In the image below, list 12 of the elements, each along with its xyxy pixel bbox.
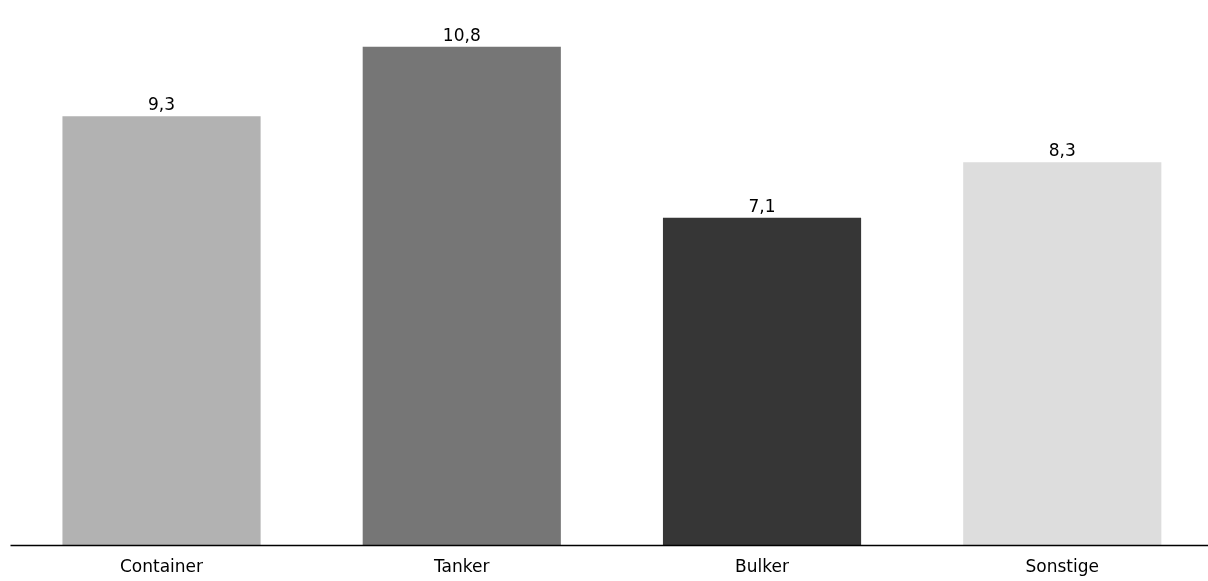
data-label: 8,3: [1048, 140, 1076, 161]
bar: [662, 217, 862, 546]
x-tick-label: Tanker: [433, 555, 490, 576]
data-label: 9,3: [148, 94, 176, 115]
bar: [362, 46, 561, 546]
bar: [963, 162, 1162, 546]
x-tick-label: Sonstige: [1025, 555, 1100, 576]
x-tick-label: Bulker: [735, 555, 789, 576]
x-tick-label: Container: [119, 555, 204, 576]
data-label: 7,1: [748, 195, 776, 216]
data-label: 10,8: [442, 24, 481, 45]
bar: [62, 116, 261, 546]
